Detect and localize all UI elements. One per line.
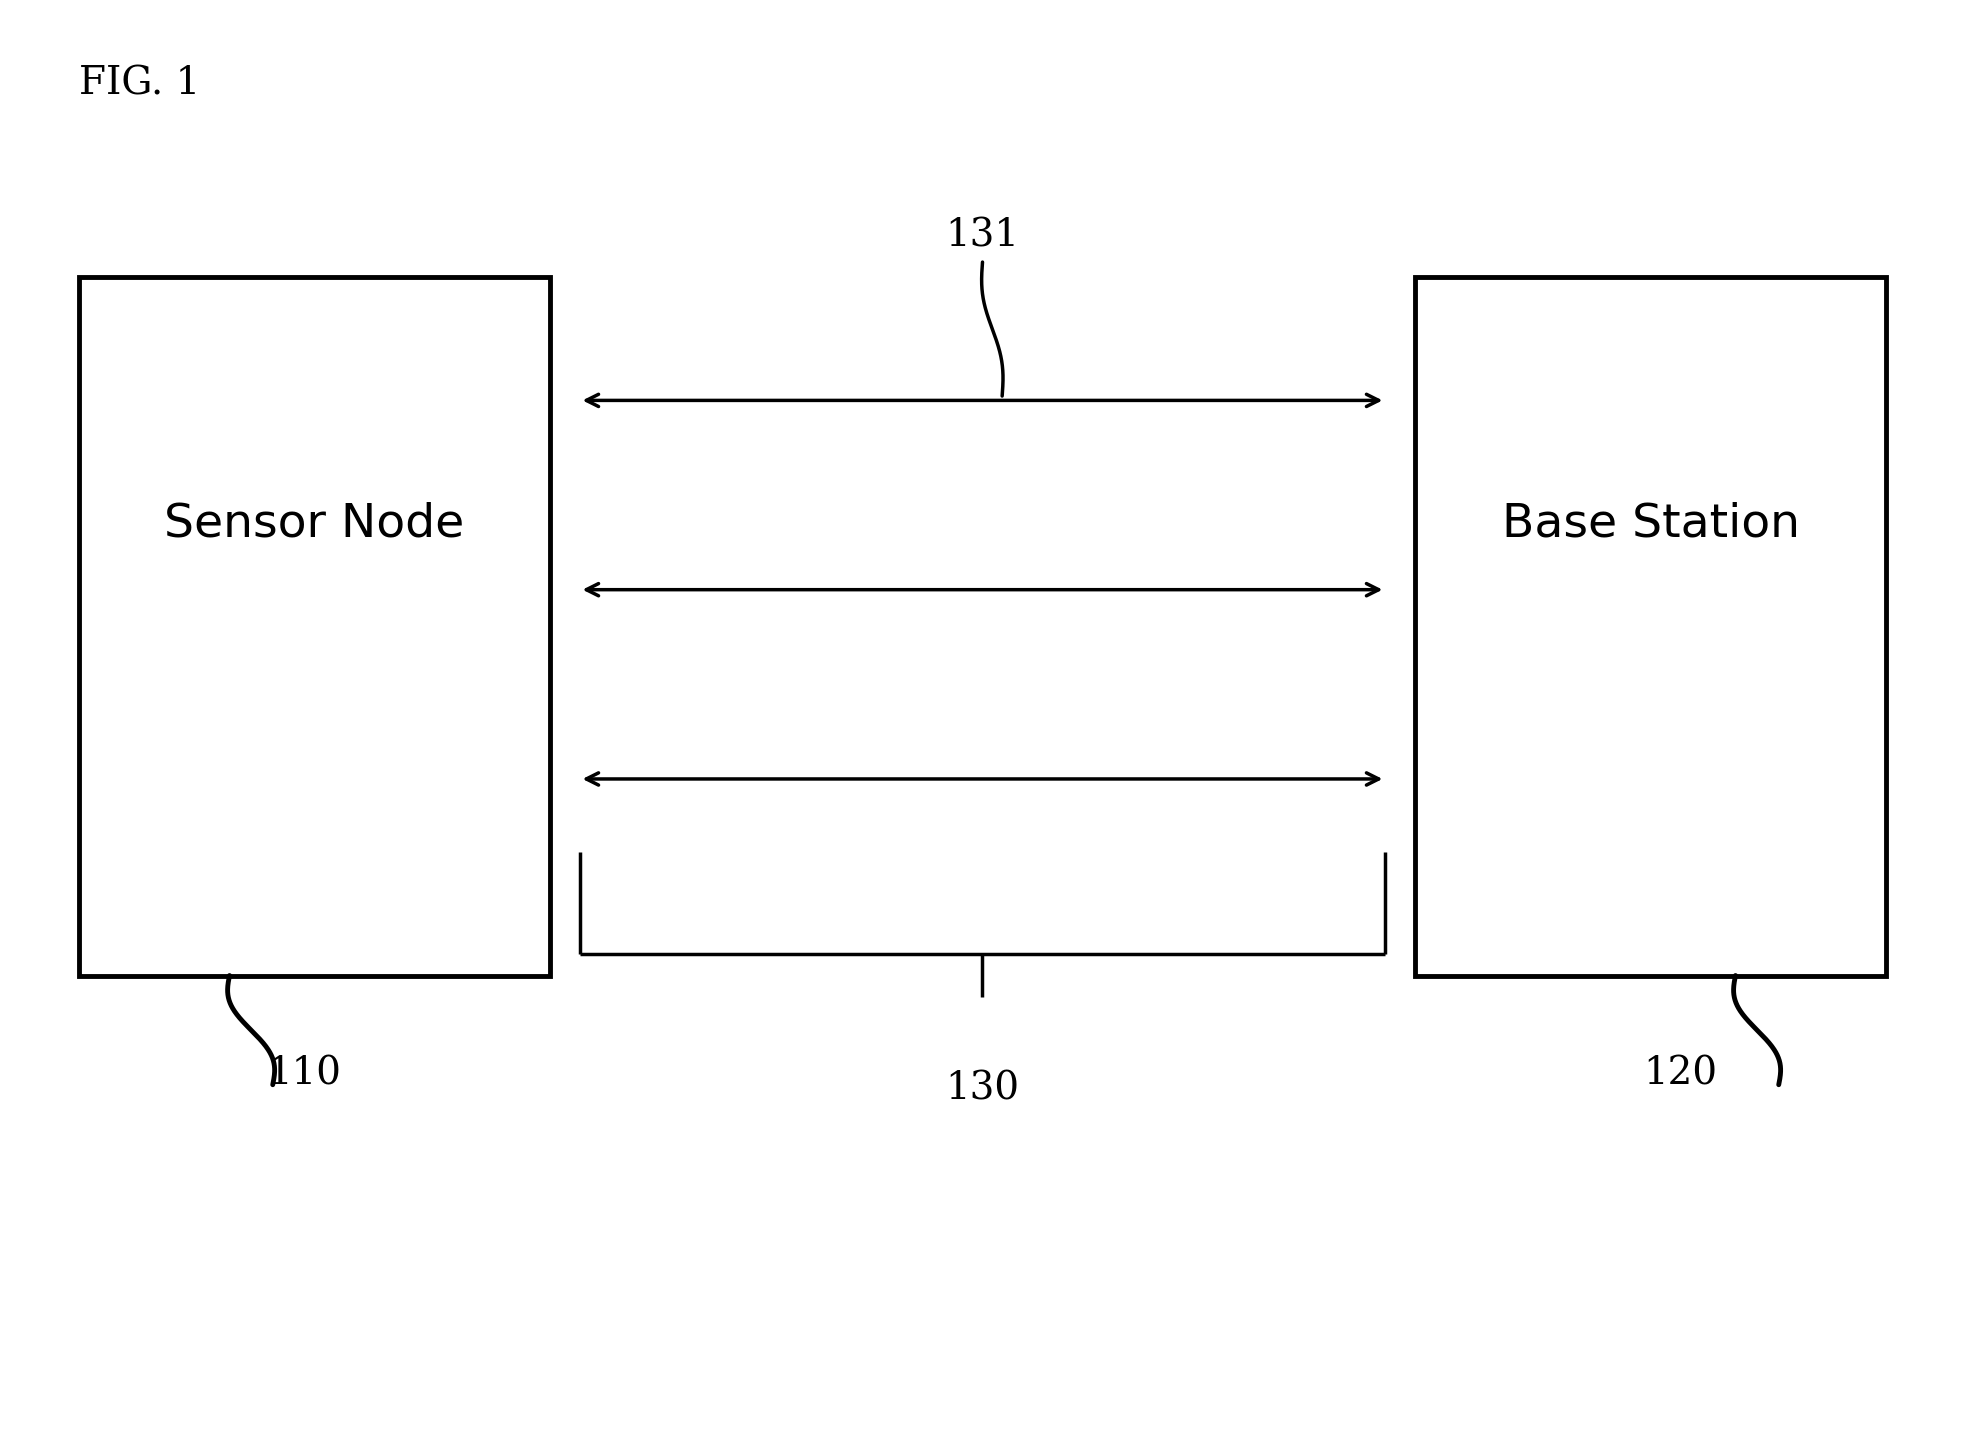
Text: Sensor Node: Sensor Node	[165, 502, 464, 546]
Text: FIG. 1: FIG. 1	[79, 66, 200, 102]
Text: 120: 120	[1642, 1056, 1717, 1092]
Text: 130: 130	[945, 1070, 1019, 1107]
Text: 131: 131	[945, 218, 1019, 255]
Bar	[79, 277, 550, 976]
Text: Base Station: Base Station	[1500, 502, 1799, 546]
Text: 110: 110	[267, 1056, 342, 1092]
Bar	[1414, 277, 1885, 976]
